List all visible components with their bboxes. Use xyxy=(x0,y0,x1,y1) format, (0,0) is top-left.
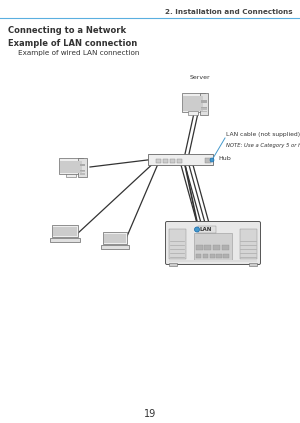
Bar xyxy=(213,245,220,250)
Text: LAN cable (not supplied): LAN cable (not supplied) xyxy=(226,132,300,137)
Bar xyxy=(224,254,229,258)
Bar xyxy=(201,108,207,110)
Bar xyxy=(59,158,83,174)
Bar xyxy=(66,174,76,177)
Bar xyxy=(183,96,203,110)
Bar xyxy=(194,233,232,260)
Bar xyxy=(169,260,257,262)
Bar xyxy=(80,164,85,166)
Text: 19: 19 xyxy=(144,409,156,419)
Bar xyxy=(188,111,198,115)
Circle shape xyxy=(210,158,214,162)
Bar xyxy=(169,263,177,266)
Bar xyxy=(204,245,211,250)
Bar xyxy=(163,159,167,162)
Text: Hub: Hub xyxy=(218,156,231,161)
Text: Connecting to a Network: Connecting to a Network xyxy=(8,26,126,35)
Bar xyxy=(60,161,82,173)
Bar xyxy=(169,229,186,259)
Bar xyxy=(103,232,127,244)
Bar xyxy=(182,93,205,112)
Bar xyxy=(202,254,208,258)
Bar xyxy=(80,171,85,172)
Bar xyxy=(169,159,175,162)
Bar xyxy=(104,233,126,243)
Text: NOTE: Use a Category 5 or higher LAN cable.: NOTE: Use a Category 5 or higher LAN cab… xyxy=(226,143,300,148)
Bar xyxy=(50,238,80,242)
Text: 2. Installation and Connections: 2. Installation and Connections xyxy=(165,9,293,15)
Bar xyxy=(201,107,207,108)
Text: Example of wired LAN connection: Example of wired LAN connection xyxy=(18,50,140,56)
Bar xyxy=(80,173,85,175)
Bar xyxy=(53,227,77,236)
Bar xyxy=(209,254,215,258)
Bar xyxy=(201,100,207,103)
Text: Server: Server xyxy=(190,75,210,80)
Bar xyxy=(148,154,212,165)
Bar xyxy=(196,245,202,250)
Bar xyxy=(155,159,160,162)
Bar xyxy=(196,254,202,258)
Bar xyxy=(240,229,257,259)
Circle shape xyxy=(194,227,200,232)
Text: Example of LAN connection: Example of LAN connection xyxy=(8,39,137,48)
Bar xyxy=(52,225,78,237)
Bar xyxy=(78,157,87,177)
Bar xyxy=(101,244,129,249)
Bar xyxy=(80,170,85,171)
Bar xyxy=(205,158,211,163)
Bar xyxy=(249,263,257,266)
Bar xyxy=(201,111,207,112)
FancyBboxPatch shape xyxy=(166,222,260,264)
Bar xyxy=(176,159,181,162)
Text: LAN: LAN xyxy=(200,227,212,232)
Bar xyxy=(200,93,208,115)
Bar xyxy=(198,226,216,233)
Bar xyxy=(222,245,229,250)
Bar xyxy=(217,254,222,258)
